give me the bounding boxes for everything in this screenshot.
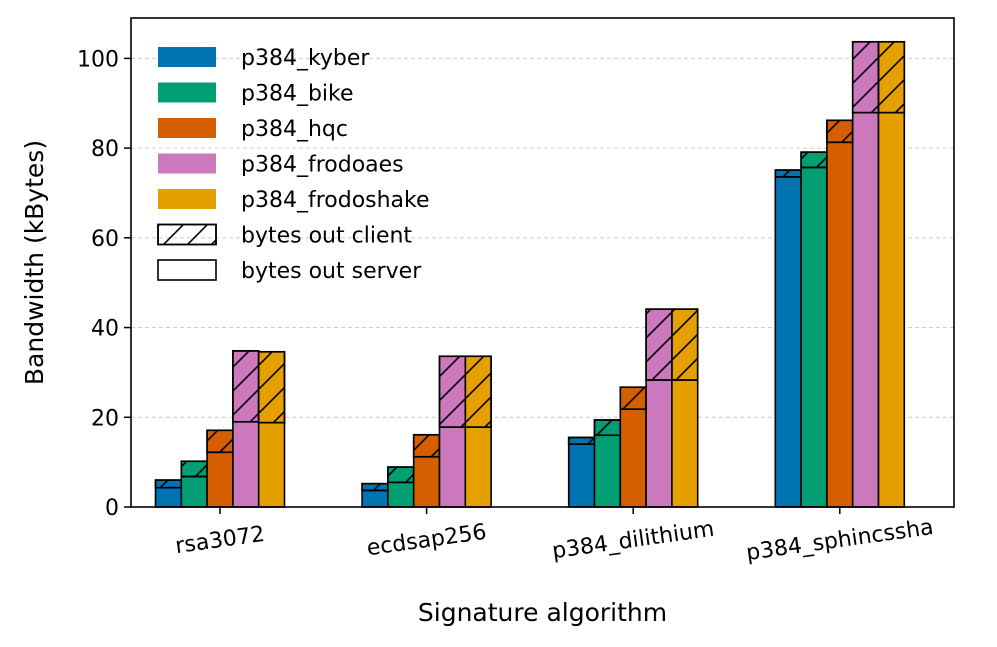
bar-client-hatch-p384_frodoshake-p384_sphincssha [877,40,906,114]
x-tick-label: rsa3072 [174,522,267,559]
bar-server-p384_kyber-ecdsap256 [361,489,389,508]
bar-server-p384_bike-p384_dilithium [593,434,622,508]
bar-client-hatch-p384_hqc-p384_dilithium [619,386,647,411]
bar-server-p384_frodoaes-ecdsap256 [438,426,467,508]
bar-server-p384_frodoshake-p384_sphincssha [877,111,906,508]
bar-server-p384_kyber-p384_sphincssha [774,176,802,508]
bar-client-hatch-p384_frodoshake-ecdsap256 [464,355,492,428]
legend-label-p384_frodoaes: p384_frodoaes [241,153,404,178]
x-tick-label: ecdsap256 [365,520,488,562]
bar-client-hatch-p384_bike-rsa3072 [180,460,208,478]
bar-server-p384_frodoshake-ecdsap256 [464,426,492,508]
bar-server-p384_kyber-p384_dilithium [567,443,596,508]
y-tick-label: 80 [91,137,119,162]
legend-label-p384_bike: p384_bike [241,82,354,107]
legend-label-p384_frodoshake: p384_frodoshake [241,188,430,213]
legend-swatch-p384_hqc [158,118,216,138]
bar-server-p384_frodoaes-rsa3072 [232,420,260,508]
bar-server-p384_bike-rsa3072 [180,475,208,508]
legend-label-hatched: bytes out client [241,224,412,249]
legend-swatch-p384_bike [158,82,216,103]
y-tick-label: 100 [77,47,119,72]
legend-swatch-p384_frodoaes [158,153,216,174]
y-tick-label: 20 [91,406,119,431]
bar-server-p384_frodoshake-rsa3072 [257,421,286,508]
bar-server-p384_kyber-rsa3072 [154,486,183,508]
bar-server-p384_bike-p384_sphincssha [800,166,828,508]
bar-client-hatch-p384_bike-p384_sphincssha [800,151,828,169]
bar-server-p384_hqc-p384_dilithium [619,408,647,508]
bar-server-p384_frodoaes-p384_sphincssha [851,111,880,508]
y-tick-label: 40 [91,317,119,342]
bar-client-hatch-p384_hqc-ecdsap256 [412,433,441,458]
x-tick-label: p384_dilithium [551,517,716,564]
bar-server-p384_frodoshake-p384_dilithium [671,379,699,508]
x-axis-label: Signature algorithm [418,598,667,627]
bar-client-hatch-p384_frodoaes-ecdsap256 [438,355,467,428]
legend-swatch-plain [157,259,217,281]
bar-server-p384_frodoaes-p384_dilithium [645,379,673,508]
bar-client-hatch-p384_hqc-p384_sphincssha [826,119,854,144]
y-tick-label: 0 [105,496,119,521]
bar-client-hatch-p384_frodoshake-p384_dilithium [671,308,699,381]
legend-label-plain: bytes out server [241,259,422,284]
legend-swatch-p384_frodoshake [158,189,216,209]
bar-client-hatch-p384_frodoaes-p384_sphincssha [851,40,880,114]
x-tick-label: p384_sphincssha [745,515,935,566]
y-tick-label: 60 [91,227,119,252]
bar-client-hatch-p384_kyber-p384_sphincssha [774,169,802,178]
bar-server-p384_hqc-p384_sphincssha [826,141,854,508]
bar-client-hatch-p384_bike-p384_dilithium [593,419,622,437]
bar-client-hatch-p384_kyber-ecdsap256 [361,482,389,492]
bar-server-p384_hqc-rsa3072 [206,451,234,508]
bar-client-hatch-p384_frodoaes-rsa3072 [232,350,260,423]
bar-client-hatch-p384_frodoshake-rsa3072 [257,350,286,424]
bar-server-p384_bike-ecdsap256 [387,481,415,508]
bar-server-p384_hqc-ecdsap256 [412,455,441,508]
bar-client-hatch-p384_kyber-rsa3072 [154,479,183,489]
legend-swatch-p384_kyber [158,47,216,67]
legend-label-p384_hqc: p384_hqc [241,117,348,142]
y-axis-label: Bandwidth (kBytes) [20,140,49,385]
bar-client-hatch-p384_bike-ecdsap256 [387,466,415,484]
legend-label-p384_kyber: p384_kyber [241,46,370,71]
bar-client-hatch-p384_frodoaes-p384_dilithium [645,308,673,381]
bar-client-hatch-p384_hqc-rsa3072 [206,429,234,454]
bar-client-hatch-p384_kyber-p384_dilithium [567,436,596,445]
plot-frame [130,17,955,508]
legend-hatch-pattern [157,223,217,246]
